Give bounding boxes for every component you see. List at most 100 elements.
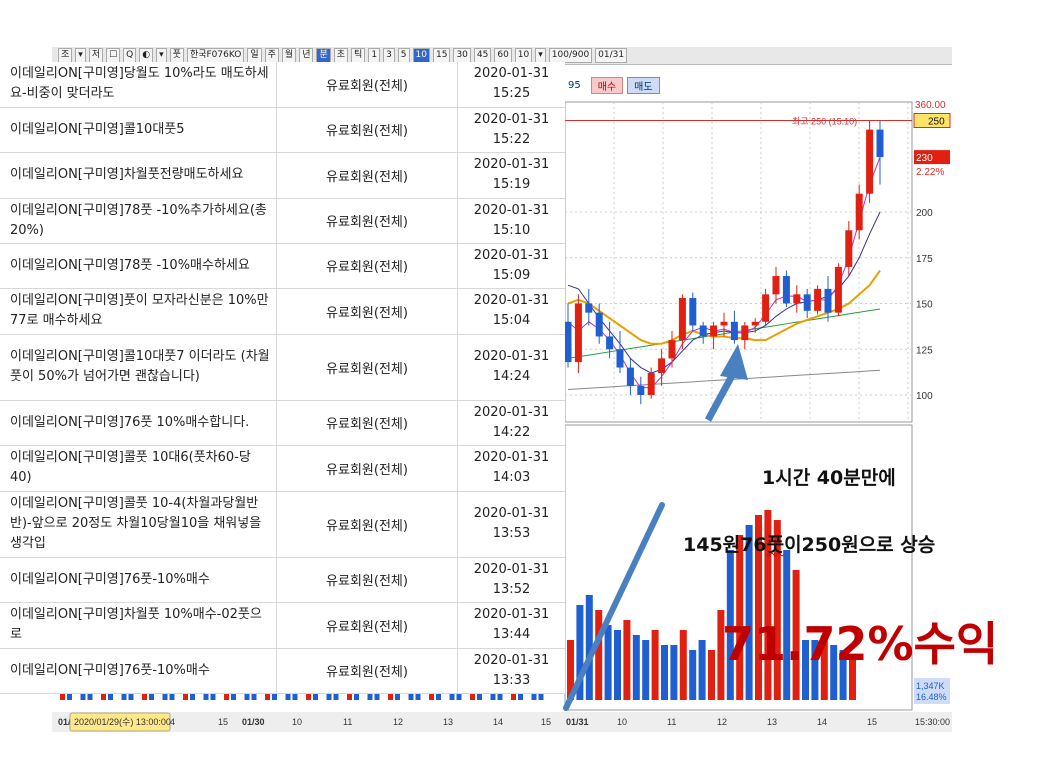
volume-bar <box>285 690 291 700</box>
y-tick-label: 200 <box>916 208 933 219</box>
volume-bar <box>367 690 373 700</box>
volume-bar <box>576 605 584 700</box>
volume-bar <box>313 690 318 700</box>
volume-bar <box>614 630 621 700</box>
volume-bar <box>531 690 537 700</box>
toolbar-button[interactable]: 100/900 <box>548 48 593 63</box>
candle-body <box>824 288 832 313</box>
post-time: 15:04 <box>492 313 531 328</box>
post-title[interactable]: 이데일리ON[구미영]78풋 -10%매수하세요 <box>0 243 277 289</box>
candle-body <box>585 303 593 313</box>
volume-bar <box>708 650 715 700</box>
post-title[interactable]: 이데일리ON[구미영]당월도 10%라도 매도하세요-비중이 맞더라도 <box>0 62 277 108</box>
volume-bar <box>333 690 339 700</box>
volume-bar <box>811 640 819 700</box>
volume-bar <box>604 625 612 700</box>
toolbar-button[interactable]: 60 <box>494 48 512 63</box>
post-title[interactable]: 이데일리ON[구미영]차월풋 10%매수-02풋으로 <box>0 602 277 649</box>
candle-body <box>866 129 874 194</box>
post-row[interactable]: 이데일리ON[구미영]차월풋 10%매수-02풋으로 유료회원(전체) 2020-0… <box>0 602 565 649</box>
order-quantity[interactable]: 95 <box>568 80 581 91</box>
volume-bar <box>764 510 772 700</box>
post-datetime: 2020-01-31 15:25 <box>457 62 565 108</box>
toolbar-button[interactable]: 월 <box>281 48 297 63</box>
post-row[interactable]: 이데일리ON[구미영]차월풋전량매도하세요 유료회원(전체) 2020-01-31 1… <box>0 152 565 199</box>
post-category: 유료회원(전체) <box>276 288 458 335</box>
volume-bar <box>518 690 523 700</box>
post-row[interactable]: 이데일리ON[구미영]78풋 -10%매수하세요 유료회원(전체) 2020-01-… <box>0 243 565 289</box>
time-axis-label: 01/ <box>58 717 71 727</box>
post-category: 유료회원(전체) <box>276 107 458 153</box>
time-axis-label: 11 <box>343 717 352 727</box>
post-title[interactable]: 이데일리ON[구미영]76풋-10%매수 <box>0 557 277 603</box>
post-datetime: 2020-01-31 15:22 <box>457 107 565 153</box>
post-row[interactable]: 이데일리ON[구미영]당월도 10%라도 매도하세요-비중이 맞더라도 유료회원(… <box>0 62 565 108</box>
post-row[interactable]: 이데일리ON[구미영]콜10대풋5 유료회원(전체) 2020-01-31 15:22 <box>0 107 565 153</box>
toolbar-button[interactable]: 45 <box>473 48 492 63</box>
candle-body <box>772 276 780 295</box>
post-row[interactable]: 이데일리ON[구미영]콜풋 10대6(풋차60-당40) 유료회원(전체) 2020… <box>0 445 565 492</box>
post-row[interactable]: 이데일리ON[구미영]76풋-10%매수 유료회원(전체) 2020-01-31 13… <box>0 648 565 694</box>
toolbar-date[interactable]: 01/31 <box>595 48 628 63</box>
post-row[interactable]: 이데일리ON[구미영]76풋-10%매수 유료회원(전체) 2020-01-31 13… <box>0 557 565 603</box>
post-datetime: 2020-01-31 14:24 <box>457 334 565 401</box>
post-row[interactable]: 이데일리ON[구미영]76풋 10%매수합니다. 유료회원(전체) 2020-01-… <box>0 400 565 446</box>
ma-line-pink <box>567 156 881 389</box>
time-axis-label: 12 <box>717 717 727 727</box>
volume-bar <box>839 650 847 700</box>
toolbar-button[interactable]: 조 <box>58 48 73 63</box>
candle-body <box>793 294 801 304</box>
time-axis-label: 4 <box>170 717 175 727</box>
post-title[interactable]: 이데일리ON[구미영]차월풋전량매도하세요 <box>0 152 277 199</box>
volume-bar <box>642 640 650 700</box>
post-title[interactable]: 이데일리ON[구미영]풋이 모자라신분은 10%만 77로 매수하세요 <box>0 288 277 335</box>
post-time: 15:09 <box>492 267 531 283</box>
post-row[interactable]: 이데일리ON[구미영]78풋 -10%추가하세요(총20%) 유료회원(전체) 20… <box>0 198 565 244</box>
post-row[interactable]: 이데일리ON[구미영]풋이 모자라신분은 10%만 77로 매수하세요 유료회원(… <box>0 288 565 335</box>
volume-bar <box>511 690 516 700</box>
post-title[interactable]: 이데일리ON[구미영]콜10대풋5 <box>0 107 277 153</box>
volume-bar <box>456 690 462 700</box>
post-category: 유료회원(전체) <box>276 334 458 401</box>
time-axis-label: 15 <box>541 717 551 727</box>
candle-body <box>699 325 707 337</box>
post-title[interactable]: 이데일리ON[구미영]콜풋 10대6(풋차60-당40) <box>0 445 277 492</box>
post-title[interactable]: 이데일리ON[구미영]76풋 10%매수합니다. <box>0 400 277 446</box>
post-title[interactable]: 이데일리ON[구미영]78풋 -10%추가하세요(총20%) <box>0 198 277 244</box>
post-time: 13:52 <box>492 581 531 597</box>
volume-bar <box>745 525 753 700</box>
candle-body <box>845 230 853 267</box>
volume-bar <box>698 640 706 700</box>
post-list: 이데일리ON[구미영]당월도 10%라도 매도하세요-비중이 맞더라도 유료회원(… <box>0 62 565 694</box>
post-datetime: 2020-01-31 14:03 <box>457 445 565 492</box>
post-title[interactable]: 이데일리ON[구미영]콜10대풋7 이더라도 (차월풋이 50%가 넘어가면 괜… <box>0 334 277 401</box>
post-datetime: 2020-01-31 13:52 <box>457 557 565 603</box>
annotation-price-c: 이250원으로 상승 <box>784 534 936 556</box>
volume-bar <box>128 690 134 700</box>
volume-panel-frame <box>564 424 913 711</box>
toolbar-button[interactable]: 15 <box>432 48 451 63</box>
candle-body <box>834 266 842 313</box>
long-arrow-line <box>563 502 665 711</box>
post-title[interactable]: 이데일리ON[구미영]콜풋 10-4(차월과당월반반)-앞으로 20정도 차월1… <box>0 491 277 558</box>
post-title[interactable]: 이데일리ON[구미영]76풋-10%매수 <box>0 648 277 694</box>
buy-button[interactable]: 매수 <box>590 77 624 94</box>
post-row[interactable]: 이데일리ON[구미영]콜10대풋7 이더라도 (차월풋이 50%가 넘어가면 괜… <box>0 334 565 401</box>
post-datetime: 2020-01-31 14:22 <box>457 400 565 446</box>
volume-bar <box>726 550 734 700</box>
sell-button[interactable]: 매도 <box>627 77 660 94</box>
volume-bar <box>272 690 277 700</box>
post-date: 2020-01-31 <box>473 607 550 622</box>
time-axis-label: 10 <box>617 717 627 727</box>
post-row[interactable]: 이데일리ON[구미영]콜풋 10-4(차월과당월반반)-앞으로 20정도 차월1… <box>0 491 565 558</box>
volume-bar <box>670 645 678 700</box>
post-date: 2020-01-31 <box>473 202 550 218</box>
post-date: 2020-01-31 <box>473 66 550 82</box>
post-category: 유료회원(전체) <box>276 445 458 492</box>
high-price-annotation: 최고 250 (15:10) <box>792 117 857 127</box>
volume-bar <box>149 690 154 700</box>
post-date: 2020-01-31 <box>473 506 550 521</box>
volume-bar <box>830 645 838 700</box>
up-arrow-shaft <box>704 370 738 422</box>
